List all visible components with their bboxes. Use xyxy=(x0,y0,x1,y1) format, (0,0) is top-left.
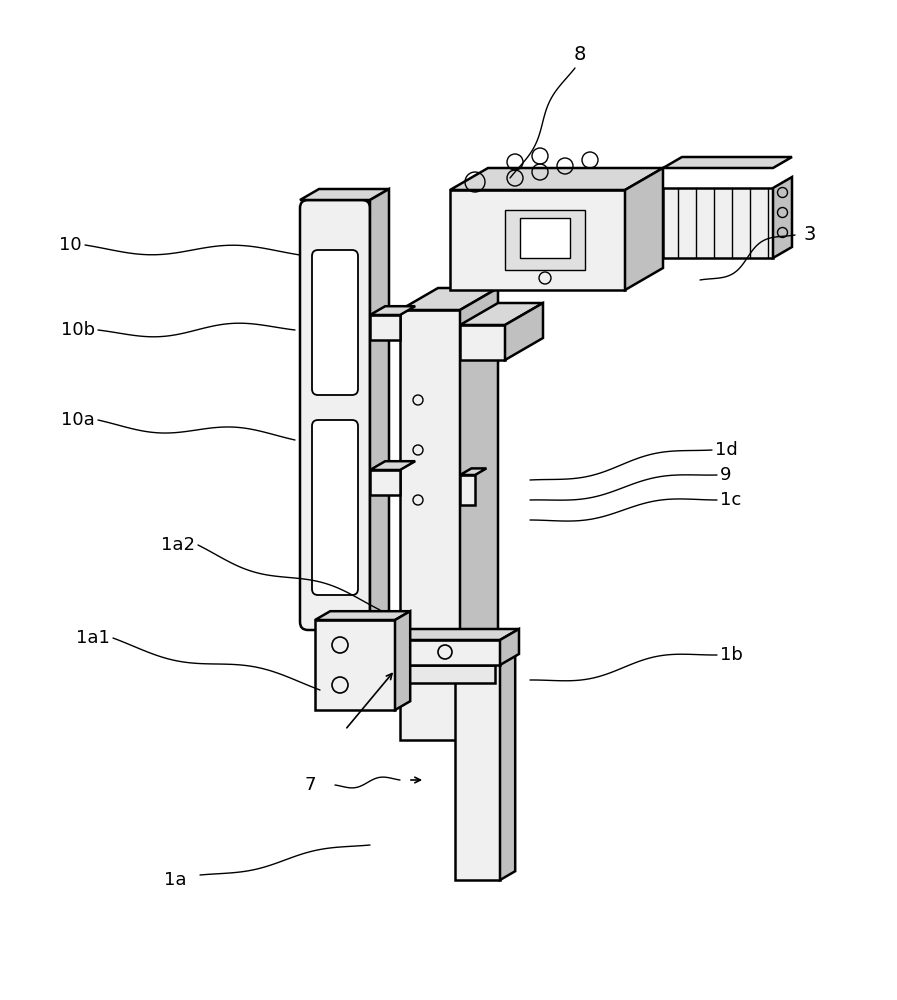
Text: 1a: 1a xyxy=(164,871,187,889)
FancyBboxPatch shape xyxy=(312,420,358,595)
Polygon shape xyxy=(370,640,500,665)
Polygon shape xyxy=(460,468,486,475)
Polygon shape xyxy=(370,629,519,640)
Polygon shape xyxy=(375,665,495,683)
Text: 1a1: 1a1 xyxy=(76,629,110,647)
Polygon shape xyxy=(450,190,625,290)
Text: 9: 9 xyxy=(720,466,731,484)
Polygon shape xyxy=(395,611,410,710)
Polygon shape xyxy=(315,611,410,620)
Polygon shape xyxy=(663,188,773,258)
Polygon shape xyxy=(460,325,505,360)
Polygon shape xyxy=(455,660,500,880)
Polygon shape xyxy=(315,620,395,710)
Text: 1a2: 1a2 xyxy=(161,536,195,554)
Polygon shape xyxy=(400,288,498,310)
FancyBboxPatch shape xyxy=(300,200,370,630)
Text: 8: 8 xyxy=(574,45,586,64)
Polygon shape xyxy=(375,652,518,665)
Text: 3: 3 xyxy=(804,226,816,244)
Polygon shape xyxy=(500,651,515,880)
Text: 10a: 10a xyxy=(61,411,95,429)
Polygon shape xyxy=(300,189,389,200)
Polygon shape xyxy=(625,168,663,290)
Polygon shape xyxy=(370,461,415,470)
FancyBboxPatch shape xyxy=(312,250,358,395)
Polygon shape xyxy=(500,629,519,665)
Polygon shape xyxy=(460,303,543,325)
Polygon shape xyxy=(400,310,460,740)
Text: 1c: 1c xyxy=(720,491,741,509)
Bar xyxy=(520,218,570,258)
Text: 1d: 1d xyxy=(715,441,737,459)
Polygon shape xyxy=(505,303,543,360)
Polygon shape xyxy=(663,157,792,168)
Text: 10b: 10b xyxy=(61,321,95,339)
Polygon shape xyxy=(370,189,389,630)
Polygon shape xyxy=(370,470,400,495)
Text: 10: 10 xyxy=(59,236,82,254)
Polygon shape xyxy=(450,168,663,190)
Bar xyxy=(505,210,585,270)
Polygon shape xyxy=(773,177,792,258)
Polygon shape xyxy=(455,651,515,660)
Text: 1b: 1b xyxy=(720,646,743,664)
Polygon shape xyxy=(370,306,415,315)
Text: 7: 7 xyxy=(304,776,316,794)
Polygon shape xyxy=(370,315,400,340)
Polygon shape xyxy=(460,475,475,505)
Polygon shape xyxy=(460,288,498,740)
